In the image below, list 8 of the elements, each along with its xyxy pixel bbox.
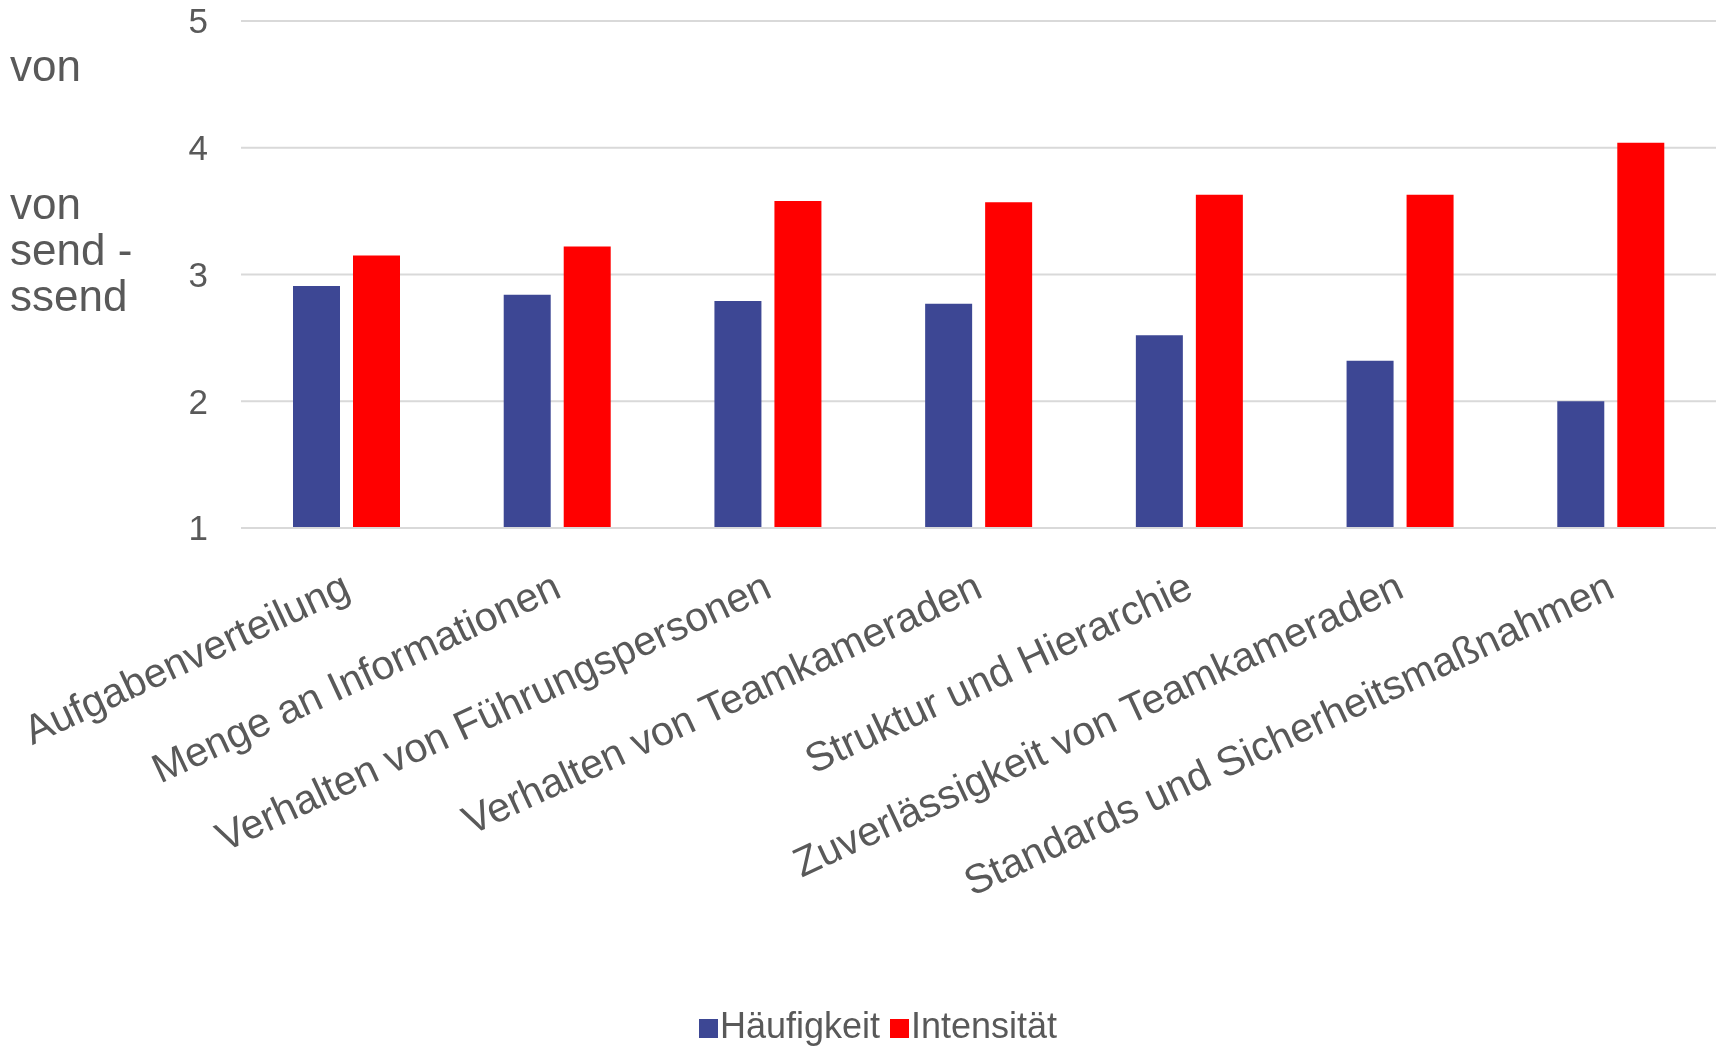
legend-label: Intensität [911, 1005, 1058, 1046]
y-tick-label: 2 [188, 381, 208, 421]
y-tick-label: 3 [188, 254, 208, 294]
y-tick-label: 4 [188, 128, 208, 168]
legend-label: Häufigkeit [719, 1005, 880, 1046]
text: von von send - ssend [10, 41, 133, 320]
y-tick-label: 1 [188, 508, 208, 548]
y-tick-label: 5 [188, 1, 208, 41]
